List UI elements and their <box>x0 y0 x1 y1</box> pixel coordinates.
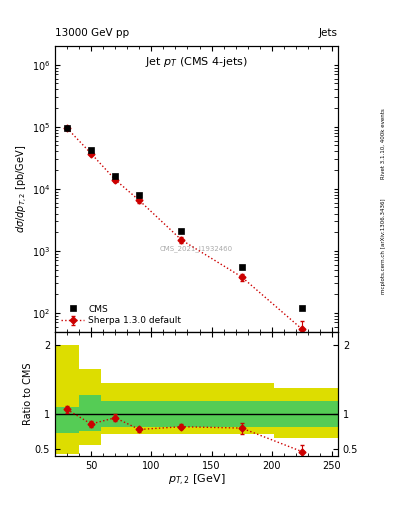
CMS <box>113 173 118 179</box>
Y-axis label: $d\sigma/dp_{T,2}$ [pb/GeV]: $d\sigma/dp_{T,2}$ [pb/GeV] <box>15 145 30 233</box>
Text: CMS_2021_I1932460: CMS_2021_I1932460 <box>160 245 233 251</box>
X-axis label: $p_{T,2}$ [GeV]: $p_{T,2}$ [GeV] <box>168 473 225 488</box>
Legend: CMS, Sherpa 1.3.0 default: CMS, Sherpa 1.3.0 default <box>59 303 183 327</box>
Text: mcplots.cern.ch [arXiv:1306.3436]: mcplots.cern.ch [arXiv:1306.3436] <box>381 198 386 293</box>
Y-axis label: Ratio to CMS: Ratio to CMS <box>24 362 33 425</box>
CMS <box>65 125 70 131</box>
CMS <box>299 305 304 311</box>
CMS <box>179 228 184 234</box>
CMS <box>239 264 244 270</box>
Text: Jet $p_T$ (CMS 4-jets): Jet $p_T$ (CMS 4-jets) <box>145 55 248 69</box>
CMS <box>89 146 94 153</box>
Text: Jets: Jets <box>319 28 338 38</box>
CMS <box>137 192 141 198</box>
Line: CMS: CMS <box>64 125 305 311</box>
Text: 13000 GeV pp: 13000 GeV pp <box>55 28 129 38</box>
Text: Rivet 3.1.10, 400k events: Rivet 3.1.10, 400k events <box>381 108 386 179</box>
